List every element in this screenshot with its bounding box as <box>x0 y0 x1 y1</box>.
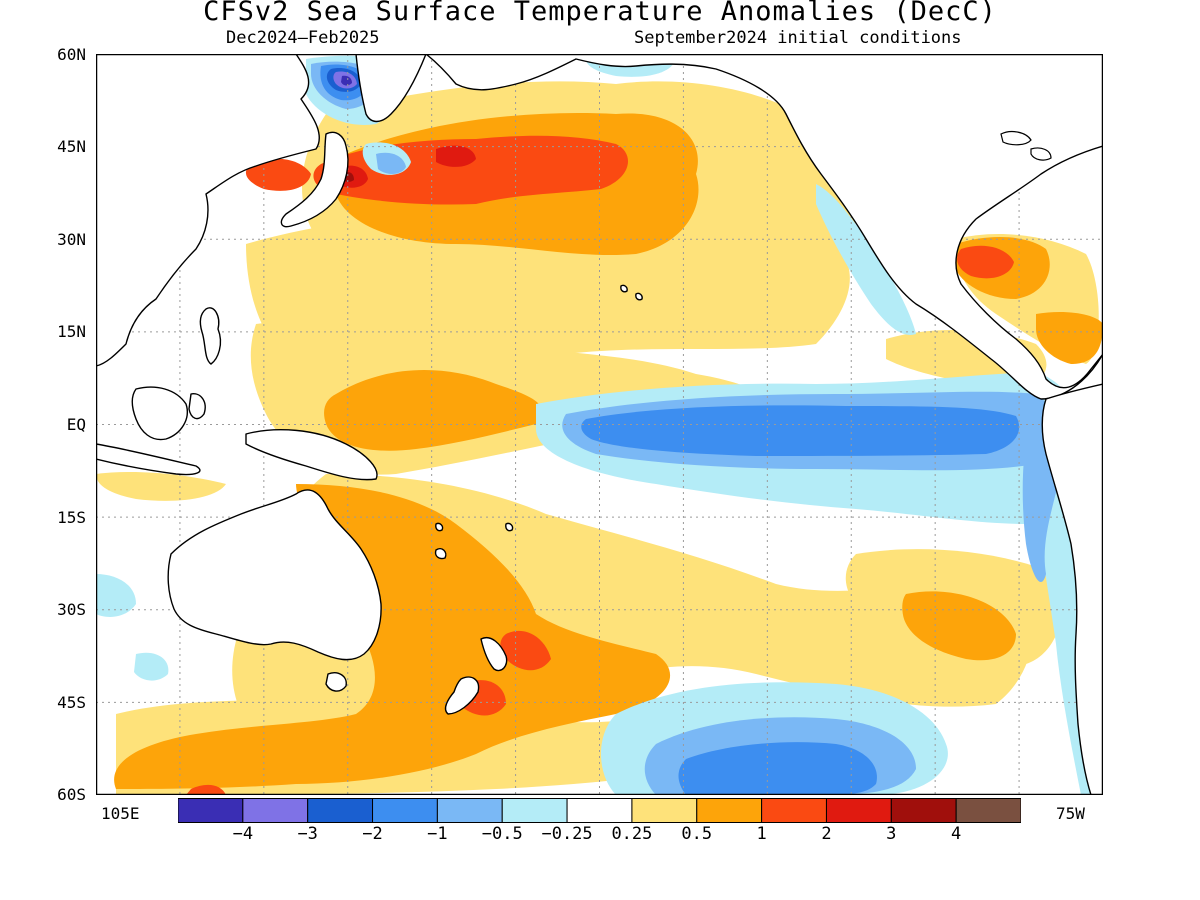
colorbar-tick-label: 0.25 <box>611 824 653 844</box>
colorbar-tick-label: 4 <box>951 824 962 844</box>
colorbar-tick-label: −3 <box>297 824 318 844</box>
new-guinea <box>245 428 378 481</box>
lat-label-15n: 15N <box>57 322 86 341</box>
asia-mainland <box>96 54 320 367</box>
colorbar-swatch <box>761 798 827 823</box>
colorbar-swatch <box>825 798 892 823</box>
lat-label-60n: 60N <box>57 45 86 64</box>
new-zealand-south <box>444 676 480 715</box>
hawaii-2 <box>635 292 643 301</box>
fiji <box>435 522 444 532</box>
colorbar-tick-label: 3 <box>886 824 897 844</box>
colorbar-tick-label: 2 <box>821 824 832 844</box>
lat-label-60s: 60S <box>57 785 86 804</box>
colorbar-swatch <box>436 798 503 823</box>
colorbar-swatch <box>307 798 374 823</box>
new-zealand-north <box>480 637 508 672</box>
australia <box>167 489 382 661</box>
colorbar-swatch <box>696 798 763 823</box>
hawaii <box>620 284 628 293</box>
map-title: CFSv2 Sea Surface Temperature Anomalies … <box>203 0 997 27</box>
land-masses <box>96 54 1103 795</box>
anomaly-band-lt-neg-4 <box>341 75 352 86</box>
lon-label-east: 75W <box>1056 804 1085 823</box>
new-caledonia <box>434 548 447 560</box>
lat-label-30n: 30N <box>57 230 86 249</box>
colorbar-swatch <box>242 798 309 823</box>
forecast-period: Dec2024–Feb2025 <box>226 28 380 48</box>
sst-anomaly-map <box>96 54 1103 795</box>
colorbar-swatch <box>372 798 438 823</box>
tasmania <box>325 672 347 692</box>
colorbar-tick-label: −4 <box>232 824 254 844</box>
colorbar-swatch <box>566 798 633 823</box>
lat-label-45s: 45S <box>57 693 86 712</box>
pacific-island <box>505 522 514 532</box>
java-sumatra <box>96 443 201 476</box>
colorbar-swatch <box>955 798 1021 823</box>
colorbar <box>178 798 1021 823</box>
colorbar-tick-label: −0.25 <box>541 824 593 844</box>
colorbar-tick-label: −0.5 <box>481 824 523 844</box>
colorbar-swatch <box>890 798 957 823</box>
colorbar-tick-label: −1 <box>427 824 448 844</box>
colorbar-tick-label: −2 <box>362 824 383 844</box>
north-america <box>425 54 1103 400</box>
colorbar-tick-label: 0.5 <box>681 824 713 844</box>
sulawesi <box>188 393 206 420</box>
south-america <box>1041 383 1103 795</box>
lat-label-eq: EQ <box>66 415 86 434</box>
colorbar-swatch <box>178 798 244 823</box>
lat-label-45n: 45N <box>57 137 86 156</box>
lakes <box>1000 130 1052 161</box>
japan <box>280 131 349 228</box>
colorbar-tick-label: 1 <box>756 824 767 844</box>
borneo <box>131 386 188 441</box>
lat-label-30s: 30S <box>57 600 86 619</box>
colorbar-swatch <box>501 798 568 823</box>
kamchatka <box>355 54 427 123</box>
philippines <box>199 307 222 365</box>
lat-label-15s: 15S <box>57 508 86 527</box>
lon-label-west: 105E <box>101 804 140 823</box>
initial-conditions: September2024 initial conditions <box>634 28 962 48</box>
colorbar-swatch <box>631 798 698 823</box>
map-border <box>96 54 1103 795</box>
